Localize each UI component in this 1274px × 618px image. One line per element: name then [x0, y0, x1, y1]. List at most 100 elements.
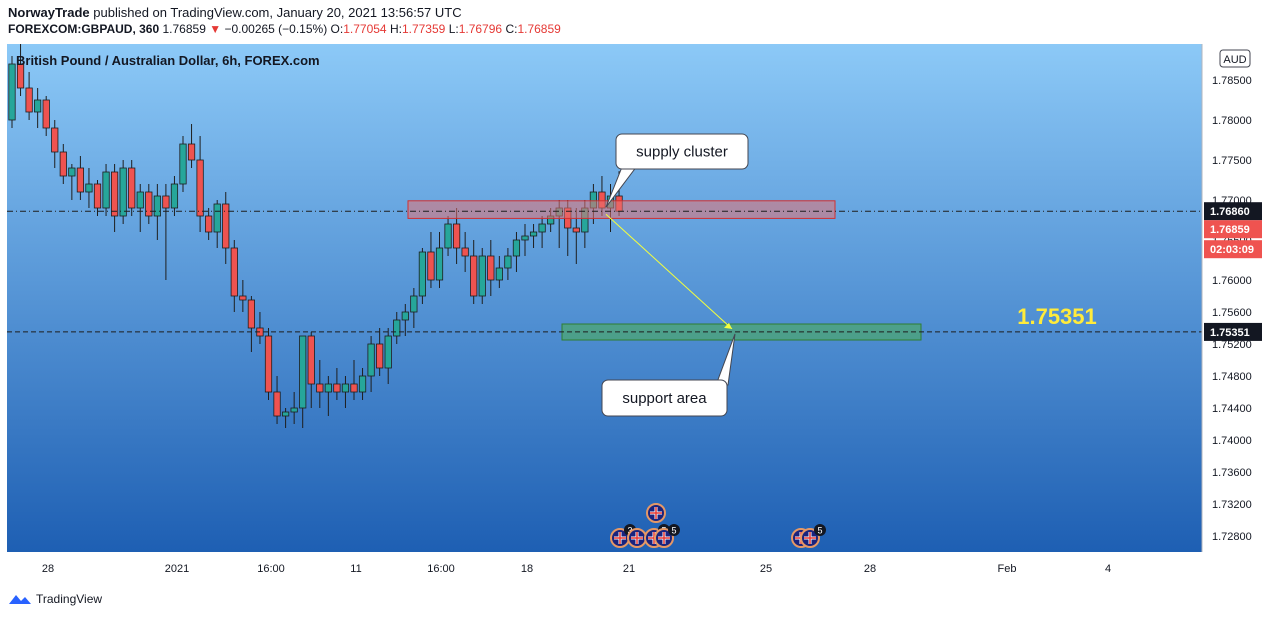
candle[interactable] — [427, 232, 435, 288]
candle-body — [324, 383, 332, 393]
candle[interactable] — [358, 368, 367, 400]
candle[interactable] — [461, 232, 469, 272]
candle[interactable] — [25, 72, 33, 120]
event-marker[interactable] — [627, 528, 647, 548]
candle[interactable] — [401, 304, 409, 336]
candle[interactable] — [170, 176, 179, 216]
candle[interactable] — [85, 168, 93, 208]
candle[interactable] — [102, 164, 110, 216]
candle[interactable] — [34, 88, 42, 128]
candle[interactable] — [512, 232, 521, 272]
candle[interactable] — [179, 136, 187, 192]
candle[interactable] — [205, 208, 213, 240]
candle[interactable] — [187, 124, 196, 168]
supply-cluster-callout[interactable]: supply cluster — [605, 133, 749, 208]
candle[interactable] — [470, 240, 478, 304]
time-tick-label: 4 — [1105, 563, 1111, 575]
candle[interactable] — [435, 232, 444, 288]
candle[interactable] — [136, 184, 144, 232]
symbol-label[interactable]: FOREXCOM:GBPAUD, 360 — [8, 22, 160, 36]
candle[interactable] — [504, 248, 512, 280]
candle[interactable] — [222, 192, 230, 264]
candle[interactable] — [529, 224, 538, 248]
tradingview-footer[interactable]: TradingView — [8, 592, 102, 606]
candle[interactable] — [444, 216, 452, 256]
candle[interactable] — [51, 120, 59, 168]
candle[interactable] — [8, 56, 16, 128]
close-label: C: — [505, 22, 518, 36]
candle[interactable] — [76, 156, 84, 200]
projection-arrow-head — [724, 322, 732, 329]
candle[interactable] — [230, 240, 238, 312]
target-price-tag[interactable]: 1.75351 — [1204, 322, 1262, 341]
candle[interactable] — [418, 248, 427, 304]
candle[interactable] — [521, 224, 529, 256]
candle[interactable] — [487, 240, 495, 296]
candle[interactable] — [111, 164, 119, 232]
open-value: 1.77054 — [343, 22, 387, 36]
candle[interactable] — [247, 296, 255, 352]
candle[interactable] — [162, 184, 170, 280]
candle[interactable] — [196, 136, 204, 232]
candle-body — [350, 383, 358, 393]
candle[interactable] — [119, 160, 127, 224]
publisher-name[interactable]: NorwayTrade — [8, 5, 90, 20]
candle[interactable] — [239, 280, 247, 312]
event-marker[interactable]: 5 — [654, 524, 680, 548]
target-price-tag-bg — [1204, 322, 1262, 341]
candle-body — [153, 195, 161, 217]
candle[interactable] — [316, 360, 324, 408]
countdown-tag[interactable]: 02:03:09 — [1204, 240, 1262, 259]
price-tick-label: 1.75200 — [1212, 339, 1252, 351]
supply-zone[interactable] — [407, 200, 836, 219]
candle-body — [170, 183, 179, 209]
candle-body — [333, 383, 341, 393]
candle-body — [512, 239, 521, 257]
candle[interactable] — [350, 360, 358, 400]
currency-badge[interactable]: AUD — [1219, 49, 1251, 68]
price-change: −0.00265 (−0.15%) — [224, 22, 328, 36]
candle[interactable] — [478, 248, 486, 304]
candle[interactable] — [281, 408, 290, 428]
candle[interactable] — [59, 144, 67, 184]
candle[interactable] — [393, 312, 401, 344]
candle[interactable] — [324, 376, 332, 416]
price-tick-label: 1.77500 — [1212, 155, 1252, 167]
event-marker[interactable] — [646, 503, 666, 523]
candle-body — [25, 87, 33, 113]
candle-body — [213, 203, 221, 233]
candle[interactable] — [307, 332, 315, 408]
candle[interactable] — [367, 336, 375, 392]
support-area-callout[interactable]: support area — [601, 333, 736, 417]
last-price-tag[interactable]: 1.76859 — [1204, 220, 1262, 239]
price-tick-label: 1.76000 — [1212, 275, 1252, 287]
price-chart[interactable]: British Pound / Australian Dollar, 6h, F… — [0, 42, 1274, 582]
candle[interactable] — [213, 200, 221, 248]
candle[interactable] — [16, 44, 25, 96]
candle[interactable] — [153, 184, 161, 240]
candle[interactable] — [68, 164, 76, 200]
event-marker[interactable]: 5 — [800, 524, 826, 548]
candle[interactable] — [290, 392, 298, 424]
candle[interactable] — [273, 376, 281, 424]
candle[interactable] — [538, 216, 546, 248]
time-axis[interactable] — [0, 552, 1266, 580]
current-price-tag[interactable]: 1.76860 — [1204, 202, 1262, 221]
countdown-tag-text: 02:03:09 — [1210, 244, 1254, 256]
candle[interactable] — [264, 328, 273, 400]
candle[interactable] — [410, 288, 418, 328]
candle-body — [51, 127, 59, 153]
candle[interactable] — [384, 328, 392, 384]
candle[interactable] — [145, 184, 153, 224]
candle[interactable] — [341, 376, 350, 408]
candle-body — [401, 311, 409, 321]
candle-body — [316, 383, 324, 393]
candle[interactable] — [42, 96, 50, 136]
candle[interactable] — [128, 160, 136, 216]
candle[interactable] — [299, 335, 307, 428]
candle[interactable] — [333, 368, 341, 400]
candle[interactable] — [93, 180, 102, 216]
candle[interactable] — [495, 256, 503, 288]
price-axis[interactable] — [1202, 44, 1266, 552]
candle[interactable] — [376, 328, 384, 376]
